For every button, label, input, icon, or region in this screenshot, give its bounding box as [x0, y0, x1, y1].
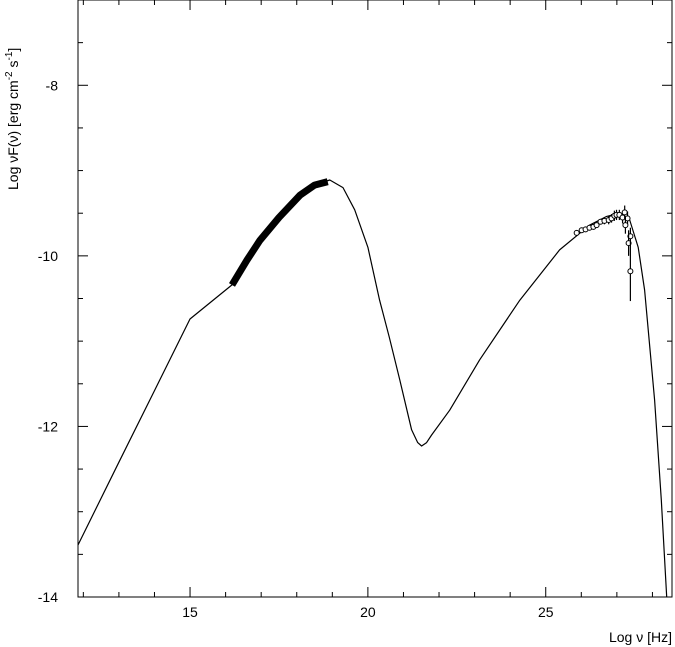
y-tick-label: -8: [46, 77, 59, 93]
y-tick-label: -14: [38, 589, 58, 605]
data-point: [573, 229, 580, 236]
x-tick-label: 20: [360, 604, 376, 620]
data-point: [593, 222, 600, 229]
x-tick-label: 15: [182, 604, 198, 620]
x-tick-label: 25: [538, 604, 554, 620]
y-tick-label: -12: [38, 418, 58, 434]
y-tick-label: -10: [38, 248, 58, 264]
model-curve: [77, 179, 668, 598]
data-point: [627, 268, 634, 275]
data-point: [622, 222, 629, 229]
x-axis-label: Log ν [Hz]: [609, 629, 672, 645]
plot-frame: [77, 0, 673, 598]
y-axis-label: Log νF(ν) [erg cm-2 s-1]: [4, 48, 21, 190]
data-point: [621, 209, 628, 216]
xray-band-line: [229, 178, 329, 287]
